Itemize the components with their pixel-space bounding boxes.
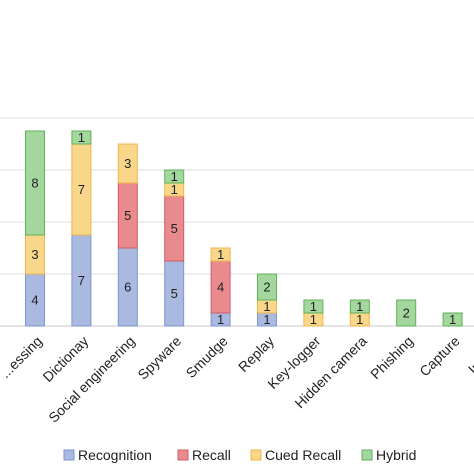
bar-segment [210, 247, 231, 262]
data-label: 7 [78, 273, 85, 288]
legend-label: Cued Recall [265, 447, 341, 463]
data-label: 5 [124, 208, 131, 223]
legend-label: Hybrid [376, 447, 416, 463]
bar-segment [349, 299, 370, 314]
legend-label: Recognition [78, 447, 152, 463]
legend-swatch [361, 449, 373, 461]
data-label: 2 [403, 306, 410, 321]
data-label: 3 [124, 156, 131, 171]
x-tick-label: Phishing [367, 333, 416, 382]
legend-swatch [250, 449, 262, 461]
data-label: 5 [171, 286, 178, 301]
bar-segment [396, 299, 417, 327]
bar-segment [117, 143, 138, 184]
x-tick-label: Replay [235, 333, 277, 375]
x-tick-label: Capture [416, 333, 463, 380]
data-label: 4 [31, 293, 38, 308]
data-label: 1 [356, 312, 363, 327]
legend-label: Recall [192, 447, 231, 463]
data-label: 4 [217, 280, 224, 295]
x-tick-label: Inters... [465, 333, 474, 377]
data-label: 1 [310, 312, 317, 327]
data-label: 1 [449, 312, 456, 327]
data-label: 1 [310, 299, 317, 314]
data-label: 8 [31, 176, 38, 191]
data-label: 1 [171, 169, 178, 184]
data-label: 7 [78, 182, 85, 197]
data-label: 1 [356, 299, 363, 314]
data-label: 1 [217, 312, 224, 327]
data-label: 1 [263, 312, 270, 327]
x-tick-label: Spyware [134, 333, 184, 383]
data-label: 1 [78, 130, 85, 145]
bar-segment [71, 130, 92, 145]
bar-segment [25, 130, 45, 236]
data-label: 2 [263, 280, 270, 295]
data-label: 6 [124, 280, 131, 295]
data-label: 1 [263, 299, 270, 314]
legend-swatch [177, 449, 189, 461]
data-label: 5 [171, 221, 178, 236]
x-tick-label: Social engineering [45, 333, 138, 426]
x-tick-label: Smudge [183, 333, 231, 381]
bar-segment [257, 273, 277, 301]
legend-swatch [63, 449, 75, 461]
data-label: 1 [171, 182, 178, 197]
legend: Recognition Recall Cued Recall Hybrid [63, 447, 416, 463]
bar-segment [164, 169, 185, 184]
bar-segment [442, 312, 463, 327]
bar-segment [303, 299, 324, 314]
data-label: 3 [31, 247, 38, 262]
grid-lines [0, 117, 474, 327]
data-label: 1 [217, 247, 224, 262]
